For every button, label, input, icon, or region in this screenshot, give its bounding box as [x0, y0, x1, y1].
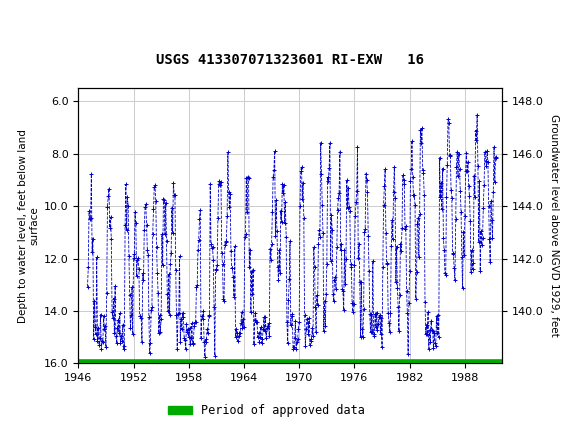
- Text: ≡USGS: ≡USGS: [5, 9, 75, 27]
- Y-axis label: Depth to water level, feet below land
surface: Depth to water level, feet below land su…: [18, 129, 39, 322]
- Text: USGS 413307071323601 RI-EXW   16: USGS 413307071323601 RI-EXW 16: [156, 53, 424, 67]
- Legend: Period of approved data: Period of approved data: [164, 399, 370, 422]
- Y-axis label: Groundwater level above NGVD 1929, feet: Groundwater level above NGVD 1929, feet: [549, 114, 559, 337]
